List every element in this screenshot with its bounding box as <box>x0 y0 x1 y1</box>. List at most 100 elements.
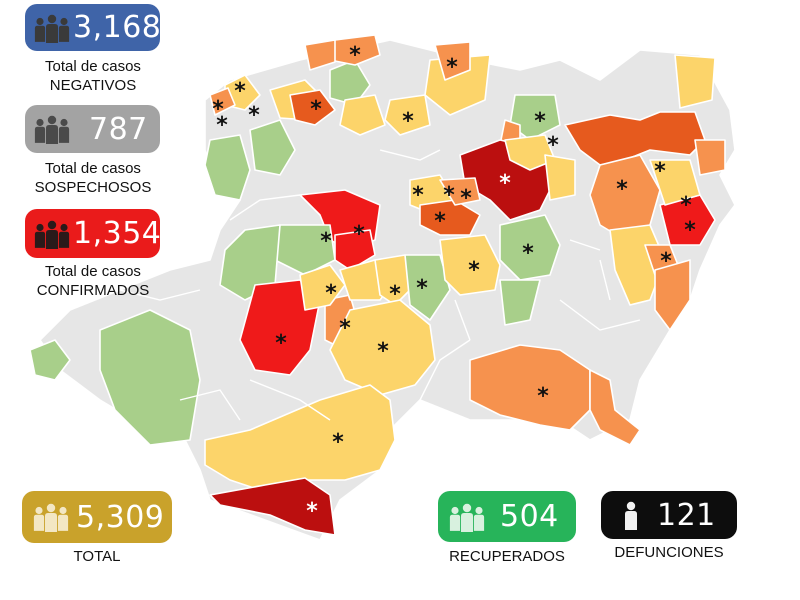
municipal-border <box>454 299 471 341</box>
municipal-border <box>249 379 331 421</box>
case-marker: * <box>216 113 228 138</box>
case-marker: * <box>339 316 351 341</box>
mun-n6 <box>209 87 236 116</box>
case-marker: * <box>353 222 365 247</box>
mun-w4 <box>219 224 281 301</box>
case-marker: * <box>460 186 472 211</box>
mun-ne2 <box>509 94 561 141</box>
case-marker: * <box>660 249 672 274</box>
mun-c3 <box>544 154 576 201</box>
negative-caption-line2: NEGATIVOS <box>49 77 137 94</box>
mun-c14 <box>404 254 451 321</box>
mun-c11 <box>299 264 346 311</box>
recovered-value: 504 <box>500 499 559 534</box>
confirmed-caption-line2: CONFIRMADOS <box>36 282 150 299</box>
suspected-cases-value: 787 <box>89 111 148 147</box>
mun-c6 <box>439 177 481 206</box>
case-marker-layer: * *** *** * *** *** * ****** **** * *** **** <box>212 43 696 524</box>
municipal-border <box>569 239 601 251</box>
people-icon <box>33 112 71 146</box>
mun-sw2 <box>99 309 201 446</box>
deaths-caption-wrap: DEFUNCIONES <box>594 543 744 562</box>
mun-c16 <box>499 214 561 281</box>
case-marker: * <box>537 384 549 409</box>
municipal-border <box>419 339 471 401</box>
suspected-caption-line2: SOSPECHOSOS <box>34 179 152 196</box>
mun-n7 <box>339 94 386 136</box>
person-icon <box>623 498 639 532</box>
mun-s2 <box>209 477 336 536</box>
case-marker: * <box>654 159 666 184</box>
case-marker: * <box>468 258 480 283</box>
case-marker: * <box>534 109 546 134</box>
case-marker: * <box>248 103 260 128</box>
case-marker: * <box>306 499 318 524</box>
confirmed-cases-value: 1,354 <box>73 216 162 251</box>
negative-cases-caption: Total de casos NEGATIVOS <box>18 57 168 95</box>
municipality-layer <box>29 34 736 541</box>
deaths-badge: 121 <box>601 491 737 539</box>
negative-cases-badge: 3,168 <box>25 4 161 51</box>
case-marker: * <box>522 241 534 266</box>
municipal-border <box>179 389 241 421</box>
negative-caption-line1: Total de casos <box>45 58 141 75</box>
recovered-badge: 504 <box>438 491 576 542</box>
case-marker: * <box>310 97 322 122</box>
municipal-border <box>119 289 201 301</box>
mun-c18 <box>329 299 436 396</box>
case-marker: * <box>684 218 696 243</box>
mun-ne1 <box>674 54 716 109</box>
municipal-border <box>379 149 441 161</box>
mun-s1 <box>204 384 396 491</box>
recovered-caption: RECUPERADOS <box>449 548 565 565</box>
case-marker: * <box>275 331 287 356</box>
case-marker: * <box>212 97 224 122</box>
case-marker: * <box>320 229 332 254</box>
case-marker: * <box>443 183 455 208</box>
mun-se2 <box>589 369 641 446</box>
mun-e8 <box>694 139 726 176</box>
confirmed-caption-line1: Total de casos <box>45 263 141 280</box>
municipal-border <box>229 194 301 221</box>
mun-n10 <box>434 41 471 81</box>
case-marker: * <box>446 55 458 80</box>
deaths-caption: DEFUNCIONES <box>614 544 724 561</box>
municipal-border <box>559 299 641 331</box>
mun-c2 <box>504 134 556 171</box>
mun-e6 <box>654 259 691 331</box>
mun-w1 <box>204 134 251 201</box>
people-icon <box>32 500 70 534</box>
deaths-value: 121 <box>657 497 716 533</box>
case-marker: * <box>402 109 414 134</box>
people-icon <box>448 500 486 534</box>
confirmed-cases-caption: Total de casos CONFIRMADOS <box>18 262 168 300</box>
suspected-caption-line1: Total de casos <box>45 160 141 177</box>
case-marker: * <box>325 281 337 306</box>
case-marker: * <box>680 193 692 218</box>
mun-w2 <box>249 119 296 176</box>
case-marker: * <box>547 133 559 158</box>
mun-se1 <box>469 344 591 431</box>
total-cases-badge: 5,309 <box>22 491 172 543</box>
total-caption: TOTAL <box>73 548 121 565</box>
people-icon <box>33 11 71 45</box>
mun-n3 <box>304 39 336 71</box>
municipal-border <box>599 259 611 301</box>
case-marker: * <box>234 79 246 104</box>
mun-e7 <box>649 159 701 206</box>
case-marker: * <box>349 43 361 68</box>
mun-sw3 <box>29 339 71 381</box>
case-marker: * <box>616 177 628 202</box>
case-marker: * <box>389 282 401 307</box>
total-cases-value: 5,309 <box>76 499 165 535</box>
case-marker: * <box>434 209 446 234</box>
people-icon <box>33 217 71 251</box>
case-marker: * <box>412 183 424 208</box>
case-marker: * <box>499 171 511 196</box>
total-cases-caption: TOTAL <box>22 547 172 566</box>
mun-n9 <box>424 54 491 116</box>
case-marker: * <box>332 430 344 455</box>
case-marker: * <box>377 339 389 364</box>
confirmed-cases-badge: 1,354 <box>25 209 162 258</box>
